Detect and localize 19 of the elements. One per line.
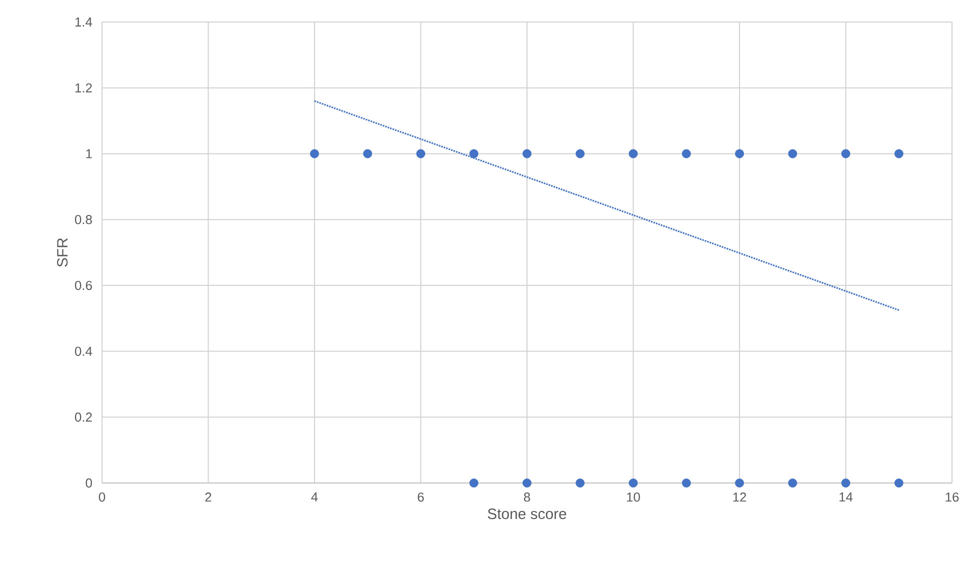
x-tick-label: 2	[205, 492, 212, 502]
x-tick-label: 8	[524, 492, 530, 502]
y-tick-label: 0	[86, 478, 92, 488]
y-tick-label: 1.4	[75, 18, 92, 26]
x-tick-label: 12	[733, 492, 746, 502]
x-tick-label: 10	[627, 492, 640, 502]
x-tick-label: 6	[418, 492, 424, 502]
x-axis-title: Stone score	[488, 508, 566, 520]
y-tick-label: 1.2	[75, 83, 92, 92]
x-tick-label: 0	[98, 492, 106, 502]
y-tick-label: 0.2	[74, 412, 92, 422]
y-tick-label: 1	[86, 149, 92, 158]
y-tick-label: 0.6	[74, 280, 92, 290]
x-tick-label: 4	[311, 492, 318, 502]
y-axis-title: SFR	[57, 238, 68, 267]
x-tick-label: 16	[946, 492, 959, 502]
y-tick-label: 0.4	[74, 346, 92, 356]
x-tick-label: 14	[840, 492, 853, 502]
y-tick-label: 0.8	[74, 214, 92, 224]
